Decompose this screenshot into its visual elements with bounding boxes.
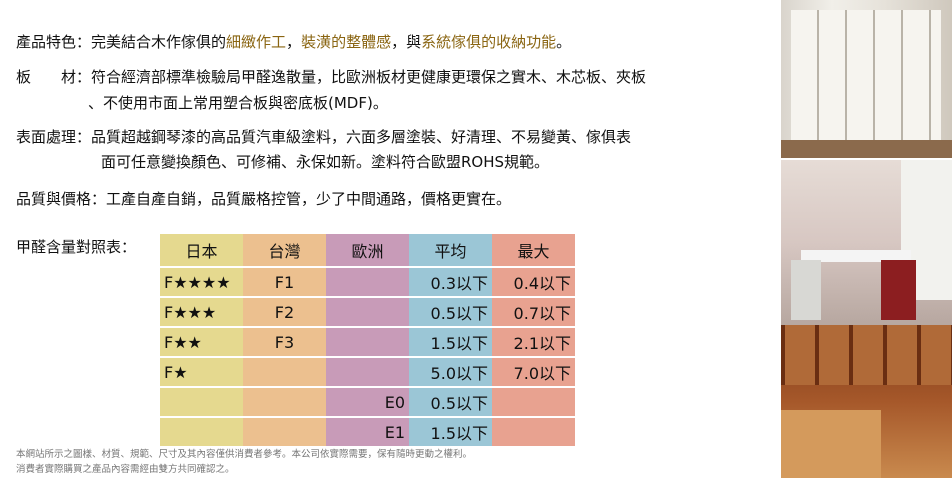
cell-average: 0.3以下: [409, 268, 492, 296]
material-line1: 板 材：符合經濟部標準檢驗局甲醛逸散量，比歐洲板材更健康更環保之實木、木芯板、夾…: [16, 66, 646, 87]
cell-europe: [326, 298, 409, 326]
table-row: F★★★★ F1 0.3以下 0.4以下: [160, 268, 575, 296]
highlight-craftsmanship: 細緻作工: [226, 33, 287, 51]
cell-japan: [160, 418, 243, 446]
cell-average: 1.5以下: [409, 418, 492, 446]
highlight-decor: 裝潢的整體感: [301, 33, 392, 51]
cell-japan: F★: [160, 358, 243, 386]
cell-taiwan: [243, 388, 326, 416]
cell-average: 0.5以下: [409, 388, 492, 416]
features-line: 產品特色：完美結合木作傢俱的細緻作工，裝潢的整體感，與系統傢俱的收納功能。: [16, 31, 571, 52]
cell-taiwan: [243, 418, 326, 446]
cell-japan: F★★★★: [160, 268, 243, 296]
table-row: F★ 5.0以下 7.0以下: [160, 358, 575, 386]
cell-europe: [326, 328, 409, 356]
surface-text: 品質超越鋼琴漆的高品質汽車級塗料，六面多層塗裝、好清理、不易變黃、傢俱表: [91, 128, 632, 146]
table-row: E1 1.5以下: [160, 418, 575, 446]
cell-max: 0.7以下: [492, 298, 575, 326]
cell-max: 2.1以下: [492, 328, 575, 356]
cell-japan: [160, 388, 243, 416]
cell-europe: E1: [326, 418, 409, 446]
cell-max: 7.0以下: [492, 358, 575, 386]
disclaimer-line1: 本網站所示之圖樣、材質、規範、尺寸及其內容僅供消費者參考。本公司依實際需要，保有…: [16, 449, 473, 460]
formaldehyde-table: 日本 台灣 歐洲 平均 最大 F★★★★ F1 0.3以下 0.4以下 F★★★ F2 0.…: [160, 232, 575, 448]
photo-dining-room: [781, 160, 952, 325]
cell-max: [492, 418, 575, 446]
cell-taiwan: F2: [243, 298, 326, 326]
photo-study-room: [781, 325, 952, 478]
quality-text: 工產自產自銷，品質嚴格控管，少了中間通路，價格更實在。: [106, 190, 512, 208]
features-label: 產品特色：: [16, 33, 92, 51]
surface-line2: 面可任意變換顏色、可修補、永保如新。塗料符合歐盟ROHS規範。: [101, 153, 550, 171]
cell-japan: F★★★: [160, 298, 243, 326]
surface-line1: 表面處理：品質超越鋼琴漆的高品質汽車級塗料，六面多層塗裝、好清理、不易變黃、傢俱…: [16, 126, 631, 147]
cell-average: 1.5以下: [409, 328, 492, 356]
features-text: ，: [286, 33, 302, 51]
table-row: F★★ F3 1.5以下 2.1以下: [160, 328, 575, 356]
table-row: E0 0.5以下: [160, 388, 575, 416]
cell-max: [492, 388, 575, 416]
features-text: ，與: [391, 33, 422, 51]
highlight-storage: 系統傢俱的收納功能: [421, 33, 557, 51]
table-label: 甲醛含量對照表：: [16, 238, 137, 256]
header-japan: 日本: [160, 234, 243, 266]
cell-europe: [326, 358, 409, 386]
disclaimer-line2: 消費者實際購買之產品內容需經由雙方共同確認之。: [16, 464, 235, 475]
surface-label: 表面處理：: [16, 128, 92, 146]
header-average: 平均: [409, 234, 492, 266]
cell-average: 5.0以下: [409, 358, 492, 386]
table-row: F★★★ F2 0.5以下 0.7以下: [160, 298, 575, 326]
cell-taiwan: F3: [243, 328, 326, 356]
material-line2: 、不使用市面上常用塑合板與密底板(MDF)。: [88, 94, 388, 112]
cell-japan: F★★: [160, 328, 243, 356]
cell-europe: E0: [326, 388, 409, 416]
header-max: 最大: [492, 234, 575, 266]
cell-average: 0.5以下: [409, 298, 492, 326]
product-photos: [781, 0, 952, 478]
header-europe: 歐洲: [326, 234, 409, 266]
cell-max: 0.4以下: [492, 268, 575, 296]
features-text: 。: [556, 33, 572, 51]
material-text: 符合經濟部標準檢驗局甲醛逸散量，比歐洲板材更健康更環保之實木、木芯板、夾板: [91, 68, 647, 86]
cell-europe: [326, 268, 409, 296]
header-taiwan: 台灣: [243, 234, 326, 266]
quality-label: 品質與價格：: [16, 190, 107, 208]
features-text: 完美結合木作傢俱的: [91, 33, 227, 51]
quality-line: 品質與價格：工產自產自銷，品質嚴格控管，少了中間通路，價格更實在。: [16, 188, 511, 209]
material-label: 板 材：: [16, 68, 92, 86]
cell-taiwan: [243, 358, 326, 386]
photo-white-wardrobe: [781, 0, 952, 158]
table-header-row: 日本 台灣 歐洲 平均 最大: [160, 234, 575, 266]
cell-taiwan: F1: [243, 268, 326, 296]
